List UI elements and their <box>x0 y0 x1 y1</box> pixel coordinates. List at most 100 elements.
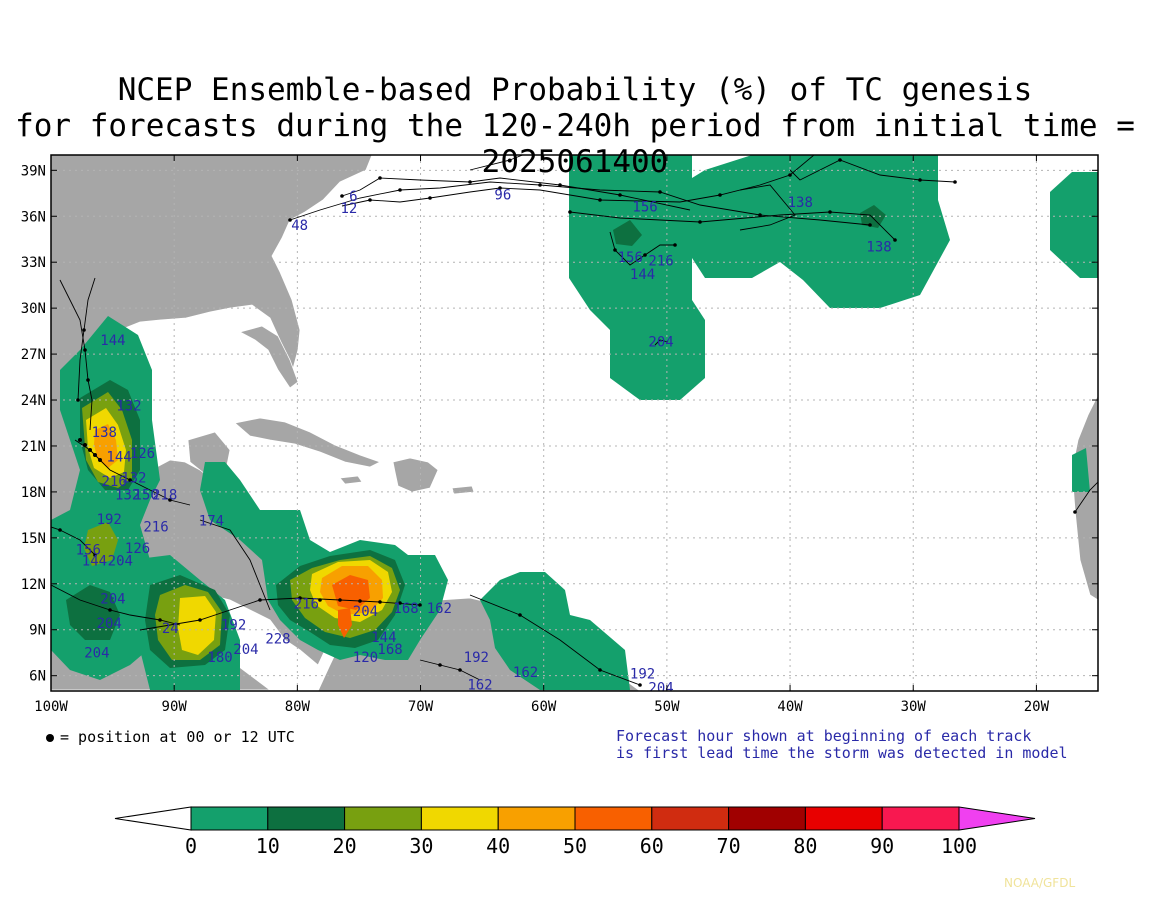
forecast-hour-label: 192 <box>630 667 655 683</box>
lat-label: 15N <box>21 531 46 547</box>
forecast-hour-label: 204 <box>233 642 258 658</box>
colorbar-segment <box>881 806 960 831</box>
forecast-hour-label: 218 <box>152 488 177 504</box>
forecast-hour-label: 138 <box>788 195 813 211</box>
lon-label: 30W <box>901 699 927 715</box>
probability-shading <box>51 155 1098 690</box>
lon-label: 60W <box>531 699 557 715</box>
forecast-hour-label: 144 <box>106 449 131 465</box>
map-frame <box>50 154 1099 692</box>
forecast-hour-label: 24 <box>162 621 179 637</box>
forecast-hour-label: 174 <box>199 514 224 530</box>
forecast-hour-label: 204 <box>97 616 122 632</box>
colorbar <box>114 806 1036 831</box>
lat-label: 21N <box>21 439 46 455</box>
forecast-hour-label: 138 <box>92 425 117 441</box>
colorbar-segment <box>804 806 883 831</box>
lat-label: 24N <box>21 393 46 409</box>
forecast-hour-label: 204 <box>108 553 133 569</box>
colorbar-tick-labels: 0 10 20 30 40 50 60 70 80 90 100 <box>185 834 977 858</box>
title-line-1: NCEP Ensemble-based Probability (%) of T… <box>117 72 1033 108</box>
lat-label: 27N <box>21 347 46 363</box>
forecast-hour-label: 216 <box>143 520 168 536</box>
lat-label: 6N <box>29 669 46 685</box>
colorbar-tick-label: 0 <box>185 834 197 858</box>
axis-ticks <box>50 155 1098 691</box>
lon-label: 100W <box>34 699 68 715</box>
latitude-labels: 39N 36N 33N 30N 27N 24N 21N 18N 15N 12N 9N 6N <box>21 163 46 684</box>
forecast-hour-label: 204 <box>84 645 109 661</box>
lat-label: 18N <box>21 485 46 501</box>
forecast-hour-label: 132 <box>116 399 141 415</box>
lon-label: 90W <box>162 699 188 715</box>
forecast-hour-label: 12 <box>340 201 357 217</box>
forecast-hour-label: 216 <box>648 253 673 269</box>
lat-label: 30N <box>21 301 46 317</box>
forecast-hour-label: 168 <box>377 642 402 658</box>
forecast-hour-label: 156 <box>618 250 643 266</box>
colorbar-tick-label: 100 <box>941 834 977 858</box>
credit: NOAA/GFDL <box>1004 876 1076 890</box>
forecast-hour-label: 168 <box>393 601 418 617</box>
forecast-hour-label: 162 <box>427 601 452 617</box>
track-points <box>58 158 1077 687</box>
forecast-hour-label: 144 <box>371 630 396 646</box>
colorbar-tick-label: 90 <box>870 834 894 858</box>
position-legend-text: = position at 00 or 12 UTC <box>60 728 295 746</box>
colorbar-tick-label: 70 <box>717 834 741 858</box>
forecast-hour-label: 144 <box>100 333 125 349</box>
lon-label: 40W <box>777 699 803 715</box>
colorbar-tick-label: 30 <box>409 834 433 858</box>
colorbar-low-arrow <box>114 806 192 831</box>
lat-label: 9N <box>29 623 46 639</box>
forecast-hour-label: 126 <box>125 541 150 557</box>
colorbar-tick-label: 10 <box>256 834 280 858</box>
lon-label: 50W <box>654 699 680 715</box>
lat-label: 33N <box>21 255 46 271</box>
forecast-hour-label: 204 <box>100 592 125 608</box>
lat-label: 12N <box>21 577 46 593</box>
colorbar-tick-label: 80 <box>793 834 817 858</box>
forecast-hour-label: 192 <box>221 618 246 634</box>
forecast-hour-label: 156 <box>632 200 657 216</box>
forecast-hour-label: 132 <box>115 488 140 504</box>
longitude-labels: 100W 90W 80W 70W 60W 50W 40W 30W 20W <box>34 699 1049 715</box>
colorbar-segment <box>267 806 346 831</box>
colorbar-high-arrow <box>958 806 1036 831</box>
colorbar-tick-label: 50 <box>563 834 587 858</box>
forecast-hour-label: 126 <box>130 446 155 462</box>
colorbar-tick-label: 20 <box>333 834 357 858</box>
forecast-note-line-1: Forecast hour shown at beginning of each… <box>616 727 1032 745</box>
colorbar-segment <box>420 806 499 831</box>
forecast-hour-label: 6 <box>349 189 357 205</box>
lon-label: 80W <box>285 699 311 715</box>
forecast-hour-label: 138 <box>866 239 891 255</box>
colorbar-tick-label: 40 <box>486 834 510 858</box>
forecast-hour-label: 150 <box>134 488 159 504</box>
forecast-hour-label: 228 <box>265 632 290 648</box>
colorbar-segment <box>190 806 269 831</box>
forecast-note-line-2: is first lead time the storm was detecte… <box>616 744 1068 762</box>
forecast-hour-label: 192 <box>97 512 122 528</box>
forecast-hour-label: 216 <box>102 474 127 490</box>
title-line-2: for forecasts during the 120-240h period… <box>15 108 1135 180</box>
forecast-hour-label: 144 <box>82 553 107 569</box>
forecast-hour-label: 204 <box>648 681 673 697</box>
forecast-hour-label: 132 <box>121 471 146 487</box>
forecast-hour-label: 48 <box>291 218 308 234</box>
forecast-hour-label: 204 <box>648 334 673 350</box>
colorbar-segment <box>497 806 576 831</box>
position-dot-icon <box>46 733 54 742</box>
colorbar-tick-label: 60 <box>640 834 664 858</box>
colorbar-segment <box>651 806 730 831</box>
forecast-hour-label: 162 <box>467 677 492 693</box>
forecast-hour-label: 204 <box>353 604 378 620</box>
gridlines <box>51 155 1098 691</box>
colorbar-segment <box>344 806 422 831</box>
lat-label: 36N <box>21 209 46 225</box>
forecast-hour-label: 96 <box>494 187 511 203</box>
position-legend: = position at 00 or 12 UTC <box>46 728 295 746</box>
forecast-hour-label: 156 <box>76 543 101 559</box>
